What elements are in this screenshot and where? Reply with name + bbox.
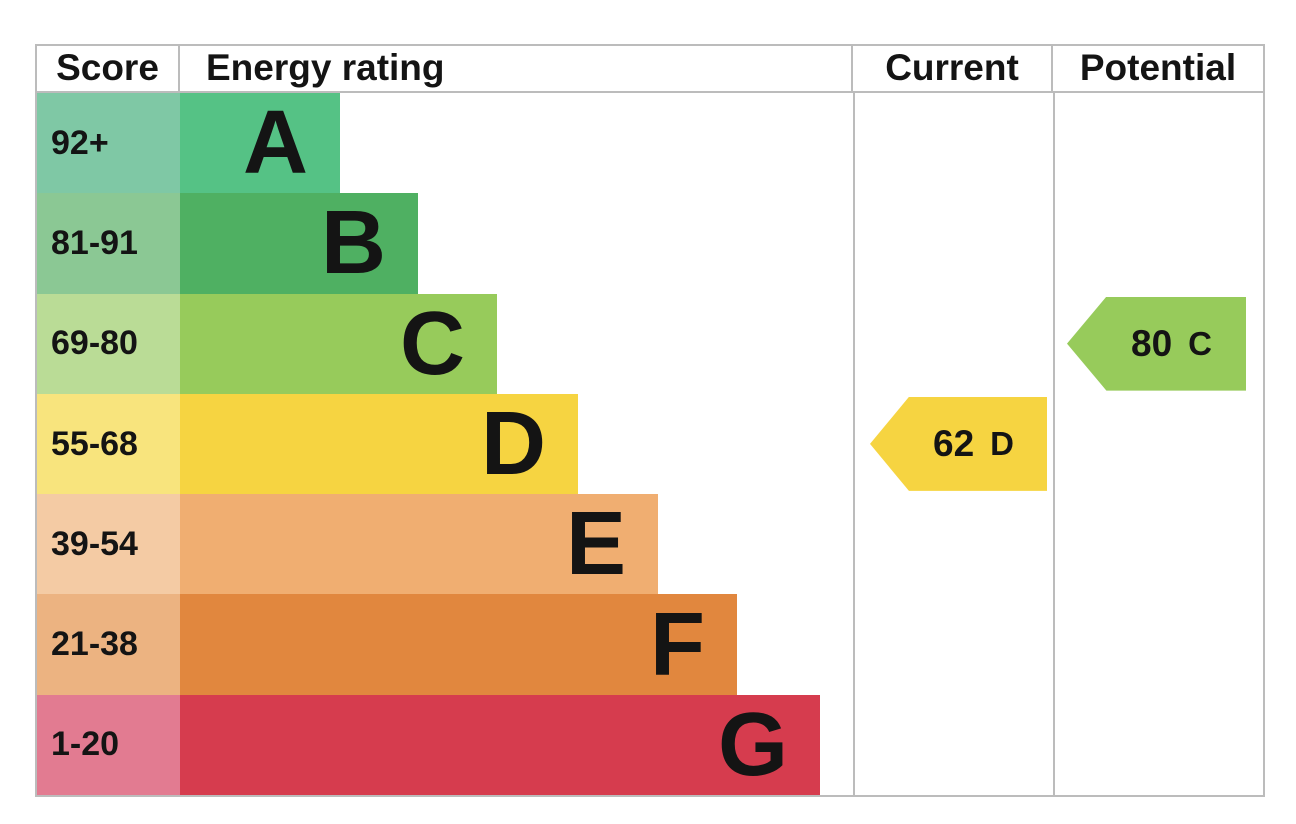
rating-bands: 92+ A 81-91 B 69-80 C 55-68 D 39-54 E 21… [37,93,853,796]
energy-rating-column-header: Energy rating [180,46,853,91]
rating-row-e: 39-54 E [37,494,853,595]
score-range-e: 39-54 [37,494,180,595]
rating-row-b: 81-91 B [37,193,853,294]
rating-row-g: 1-20 G [37,694,853,796]
chart-header-row: Score Energy rating Current Potential [37,46,1263,93]
rating-bar-g: G [180,694,820,796]
rating-bar-c: C [180,293,497,394]
potential-rating-arrow: 80 C [1067,296,1246,391]
rating-row-c: 69-80 C [37,293,853,394]
score-range-d: 55-68 [37,393,180,495]
epc-rating-chart: Score Energy rating Current Potential 92… [35,44,1265,797]
current-rating-value: 62 [933,422,975,464]
score-column-header: Score [37,46,180,91]
rating-row-f: 21-38 F [37,594,853,695]
score-range-g: 1-20 [37,694,180,796]
score-range-a: 92+ [37,93,180,194]
potential-column-header: Potential [1079,47,1237,88]
current-rating-arrow: 62 D [870,396,1047,491]
rating-bar-d: D [180,393,578,495]
current-rating-column: 62 D [853,93,1053,796]
current-rating-band: D [990,424,1014,462]
score-range-b: 81-91 [37,193,180,294]
rating-row-a: 92+ A [37,93,853,194]
potential-rating-value: 80 [1131,322,1173,364]
rating-row-d: 55-68 D [37,393,853,495]
current-column-header: Current [853,46,1053,91]
rating-bar-b: B [180,193,418,294]
potential-rating-band: C [1188,324,1212,362]
score-range-f: 21-38 [37,594,180,695]
potential-rating-column: 80 C [1053,93,1263,796]
rating-bar-f: F [180,594,737,695]
score-range-c: 69-80 [37,293,180,394]
chart-body: 92+ A 81-91 B 69-80 C 55-68 D 39-54 E 21… [37,93,1263,796]
rating-bar-a: A [180,93,340,194]
rating-bar-e: E [180,494,658,595]
